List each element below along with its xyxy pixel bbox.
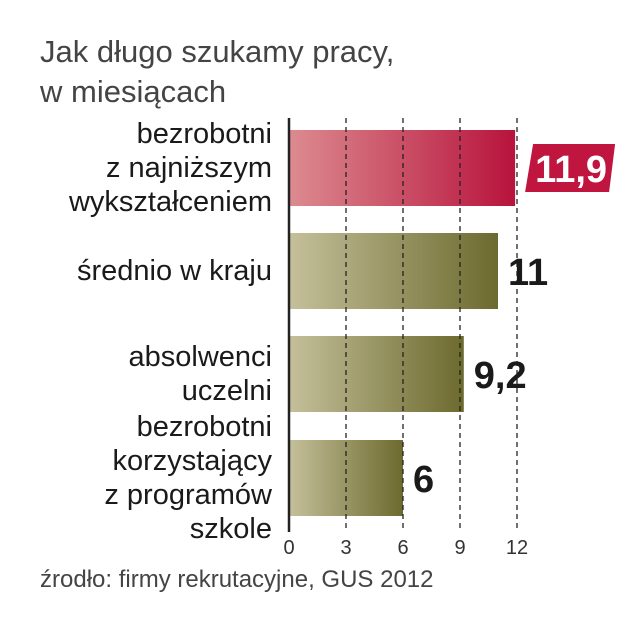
category-label-line: bezrobotni (136, 411, 272, 443)
category-label-3: bezrobotni korzystający z programów szkole (12, 410, 272, 546)
value-label-3: 6 (413, 459, 434, 501)
chart-title-line-1: Jak długo szukamy pracy, (40, 34, 395, 69)
x-tick-label-3: 9 (454, 537, 465, 559)
category-label-line: szkole (189, 513, 272, 545)
value-label-2: 9,2 (474, 355, 527, 397)
value-label-0: 11,9 (535, 149, 607, 191)
category-label-0: bezrobotni z najniższym wykształceniem (12, 117, 272, 219)
category-label-line: średnio w kraju (76, 255, 272, 287)
category-label-line: absolwenci (128, 341, 272, 373)
category-label-line: korzystający (112, 445, 272, 477)
x-tick-label-0: 0 (283, 537, 294, 559)
source-note: źrodło: firmy rekrutacyjne, GUS 2012 (40, 566, 434, 593)
category-label-line: bezrobotni (136, 118, 272, 150)
category-label-line: z programów (104, 479, 272, 511)
value-badge (525, 144, 616, 192)
x-tick-label-4: 12 (506, 537, 528, 559)
value-label-1: 11 (508, 252, 548, 294)
x-tick-label-2: 6 (397, 537, 408, 559)
category-label-line: z najniższym (106, 152, 272, 184)
category-label-2: absolwenci uczelni (12, 340, 272, 408)
category-label-1: średnio w kraju (12, 254, 272, 288)
category-label-line: uczelni (181, 375, 272, 407)
x-tick-label-1: 3 (340, 537, 351, 559)
bar-1 (289, 233, 498, 309)
bar-0 (289, 130, 516, 206)
chart-title-line-2: w miesiącach (40, 74, 227, 109)
bar-2 (289, 336, 464, 412)
category-label-line: wykształceniem (68, 186, 272, 218)
